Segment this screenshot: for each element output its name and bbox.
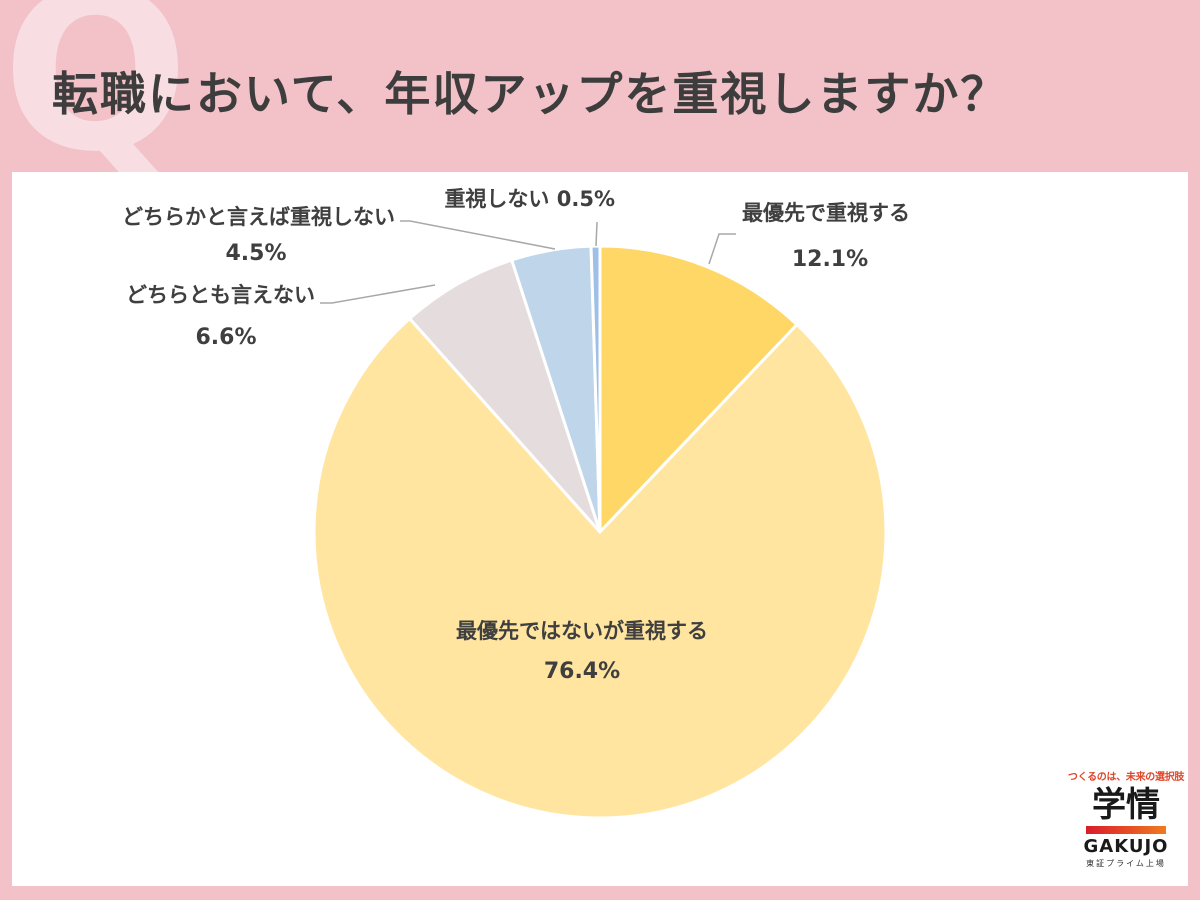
slice-value-1: 12.1% [792,247,868,272]
brand-logo: つくるのは、未来の選択肢 学情 GAKUJO 東証プライム上場 [1066,768,1186,869]
slice-label-4: どちらかと言えば重視しない [122,205,395,229]
leader-line-5 [595,221,598,247]
pie-slice-3 [407,258,602,533]
pie-slice-2 [312,316,888,820]
pie-slice-1 [598,244,800,536]
leader-line-1 [708,233,736,265]
pie-chart: 最優先で重視する 12.1% 最優先ではないが重視する 76.4% どちらとも言えない 6… [122,187,910,820]
slice-label-1: 最優先で重視する [742,201,910,225]
q-watermark: Q [2,0,190,200]
slice-value-3: 6.6% [195,325,256,350]
brand-color-bar [1086,826,1166,835]
chart-panel: 最優先で重視する 12.1% 最優先ではないが重視する 76.4% どちらとも言えない 6… [12,172,1188,886]
slice-label-5: 重視しない 0.5% [444,187,615,211]
brand-tagline: つくるのは、未来の選択肢 [1067,772,1185,783]
slice-label-text-5: 重視しない [444,187,556,211]
leader-line-3 [320,284,436,304]
leader-line-4 [400,220,556,250]
slice-value-4: 4.5% [225,241,286,266]
brand-latin: GAKUJO [1083,836,1169,858]
brand-kanji: 学情 [1092,785,1160,825]
page-title: 転職において、年収アップを重視しますか？ [52,67,1009,121]
slice-label-3: どちらとも言えない [126,283,315,307]
pie-slice-5 [589,244,602,533]
slice-label-2: 最優先ではないが重視する [456,619,708,643]
slice-value-2: 76.4% [544,659,620,684]
brand-subtitle: 東証プライム上場 [1086,859,1166,869]
slice-value-5: 0.5% [557,187,615,211]
